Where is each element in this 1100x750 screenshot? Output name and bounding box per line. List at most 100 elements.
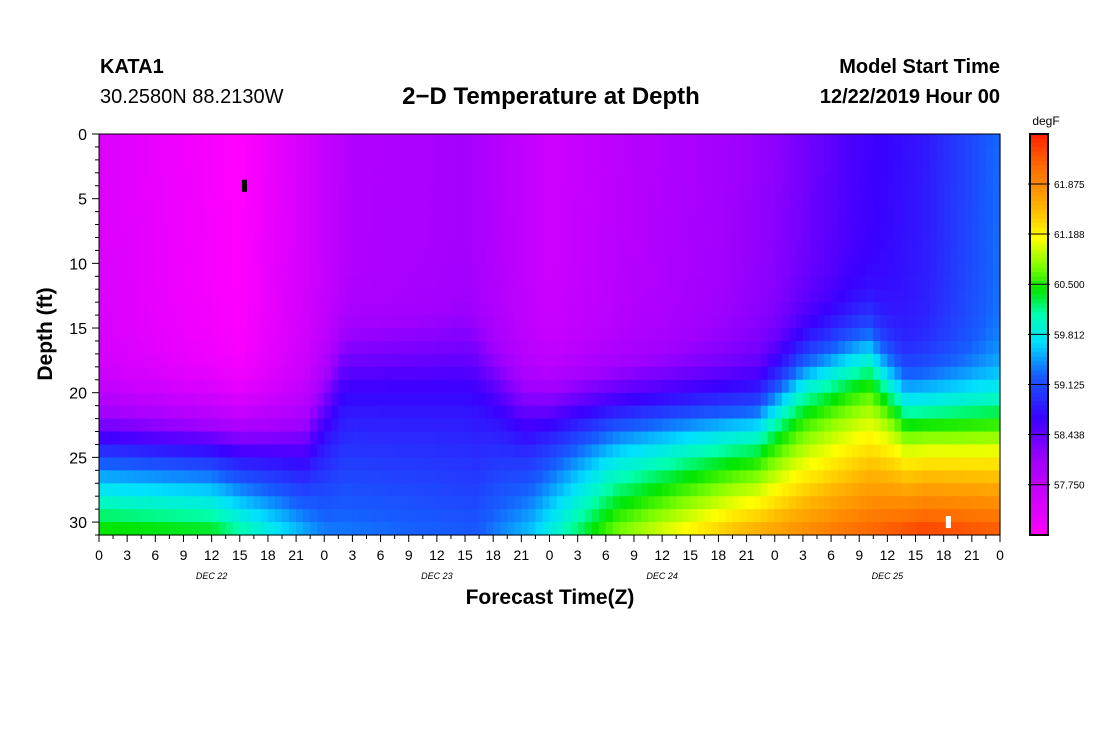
heatmap-cell	[774, 470, 783, 484]
heatmap-cell	[521, 172, 529, 187]
colorbar-segment	[1030, 196, 1048, 202]
heatmap-cell	[845, 185, 853, 200]
heatmap-cell	[704, 224, 712, 239]
heatmap-cell	[584, 289, 593, 303]
heatmap-cell	[662, 431, 670, 446]
heatmap-cell	[633, 159, 642, 174]
heatmap-cell	[852, 392, 860, 407]
heatmap-cell	[824, 522, 832, 536]
heatmap-cell	[465, 198, 473, 213]
heatmap-cell	[317, 185, 325, 200]
heatmap-cell	[676, 444, 684, 458]
heatmap-cell	[957, 470, 966, 484]
heatmap-cell	[218, 211, 227, 226]
heatmap-cell	[303, 483, 311, 497]
heatmap-cell	[816, 457, 825, 471]
heatmap-cell	[697, 237, 705, 252]
heatmap-cell	[929, 444, 938, 458]
heatmap-cell	[253, 250, 262, 264]
heatmap-cell	[415, 340, 424, 355]
heatmap-cell	[507, 379, 515, 394]
heatmap-cell	[535, 431, 544, 446]
heatmap-cell	[788, 431, 797, 446]
heatmap-cell	[957, 172, 966, 187]
heatmap-cell	[880, 340, 888, 355]
colorbar-segment	[1030, 445, 1048, 451]
heatmap-cell	[598, 315, 607, 329]
heatmap-cell	[676, 328, 684, 342]
heatmap-cell	[718, 522, 727, 536]
heatmap-cell	[929, 250, 938, 264]
heatmap-cell	[507, 483, 515, 497]
heatmap-cell	[465, 444, 473, 458]
heatmap-cell	[838, 263, 846, 277]
heatmap-cell	[345, 146, 354, 161]
heatmap-cell	[633, 483, 642, 497]
heatmap-cell	[788, 185, 797, 200]
heatmap-cell	[422, 522, 431, 536]
heatmap-cell	[289, 392, 297, 407]
heatmap-cell	[662, 366, 670, 381]
heatmap-cell	[683, 289, 691, 303]
heatmap-cell	[690, 418, 698, 433]
heatmap-cell	[514, 302, 522, 316]
heatmap-cell	[690, 315, 698, 329]
heatmap-cell	[267, 522, 276, 536]
heatmap-cell	[802, 496, 811, 510]
heatmap-cell	[141, 237, 149, 252]
heatmap-cell	[929, 366, 938, 381]
heatmap-cell	[324, 509, 332, 523]
heatmap-cell	[676, 146, 684, 161]
heatmap-cell	[352, 496, 361, 510]
heatmap-cell	[922, 224, 931, 239]
heatmap-cell	[204, 392, 213, 407]
heatmap-cell	[978, 237, 987, 252]
heatmap-cell	[584, 379, 593, 394]
heatmap-cell	[964, 379, 973, 394]
heatmap-cell	[619, 198, 628, 213]
heatmap-cell	[711, 237, 720, 252]
heatmap-cell	[788, 392, 797, 407]
heatmap-cell	[443, 198, 452, 213]
heatmap-cell	[120, 159, 128, 174]
heatmap-cell	[648, 366, 656, 381]
heatmap-cell	[725, 496, 734, 510]
heatmap-cell	[282, 418, 290, 433]
heatmap-cell	[338, 302, 346, 316]
heatmap-cell	[443, 289, 452, 303]
heatmap-cell	[669, 172, 677, 187]
heatmap-cell	[99, 289, 107, 303]
heatmap-cell	[394, 250, 403, 264]
heatmap-cell	[964, 483, 973, 497]
heatmap-cell	[352, 250, 361, 264]
heatmap-cell	[746, 418, 755, 433]
heatmap-cell	[359, 250, 368, 264]
heatmap-cell	[155, 302, 163, 316]
heatmap-cell	[760, 172, 769, 187]
heatmap-cell	[232, 509, 241, 523]
heatmap-cell	[788, 353, 797, 368]
heatmap-cell	[443, 483, 452, 497]
heatmap-cell	[345, 470, 354, 484]
heatmap-cell	[549, 470, 558, 484]
colorbar-tick-label: 61.188	[1054, 230, 1085, 241]
heatmap-cell	[479, 470, 487, 484]
heatmap-cell	[232, 237, 241, 252]
heatmap-cell	[626, 496, 635, 510]
heatmap-cell	[648, 392, 656, 407]
x-tick-label: 18	[485, 547, 501, 563]
heatmap-cell	[352, 276, 361, 290]
heatmap-cell	[338, 224, 346, 239]
heatmap-cell	[570, 405, 579, 420]
heatmap-cell	[436, 431, 445, 446]
x-tick-label: 9	[630, 547, 638, 563]
heatmap-cell	[486, 302, 494, 316]
heatmap-cell	[366, 134, 375, 148]
heatmap-cell	[838, 134, 846, 148]
heatmap-cell	[732, 172, 741, 187]
heatmap-cell	[971, 431, 980, 446]
heatmap-cell	[845, 392, 853, 407]
heatmap-cell	[563, 496, 572, 510]
heatmap-cell	[274, 276, 283, 290]
heatmap-cell	[605, 457, 614, 471]
